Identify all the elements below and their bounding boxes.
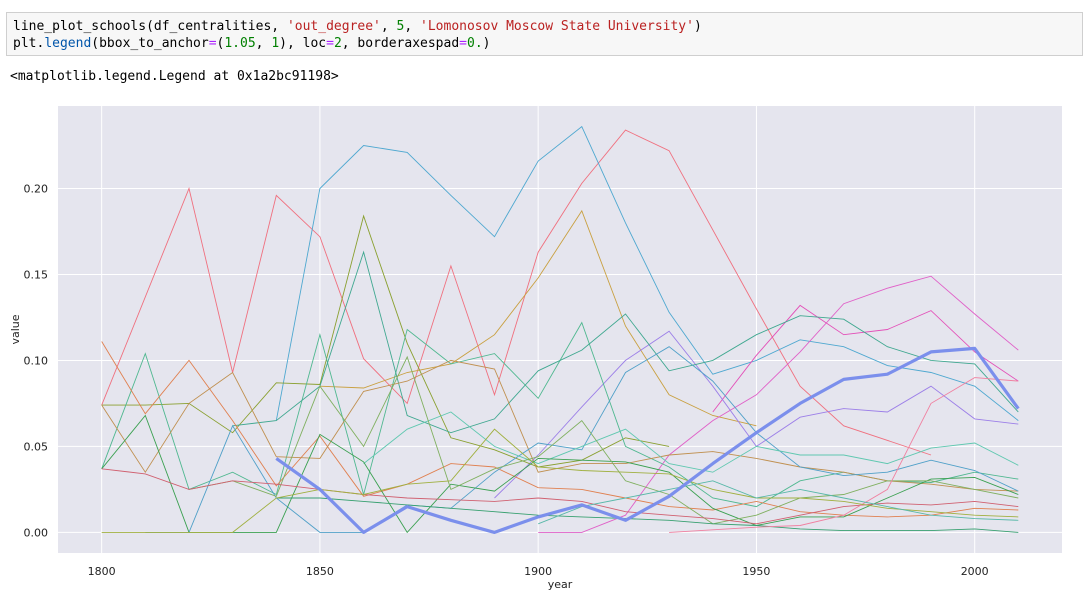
code-text: , (404, 19, 421, 34)
series-line (276, 497, 1019, 533)
series-line (101, 428, 1019, 533)
line-chart: 1800 1850 1900 1950 2000 0.00 0.05 0.10 0.15 0.20… (9, 106, 1062, 591)
operator: = (326, 36, 334, 51)
y-tick-label: 0.15 (24, 268, 49, 281)
code-text: (df_centralities, (146, 19, 287, 34)
string-literal: 'Lomonosov Moscow State University' (420, 19, 694, 34)
code-text: ), loc (279, 36, 327, 51)
string-literal: 'out_degree' (286, 19, 381, 34)
operator: = (459, 36, 467, 51)
number-literal: 1 (271, 36, 280, 51)
number-literal: 1.05 (224, 36, 256, 51)
highlight-series-line (275, 346, 1020, 534)
code-input-cell[interactable]: line_plot_schools(df_centralities, 'out_… (6, 12, 1083, 56)
code-text: ) (482, 36, 491, 51)
x-tick-label: 1950 (742, 565, 770, 578)
code-text: plt. (13, 36, 45, 51)
x-tick-label: 1850 (306, 565, 334, 578)
plot-background (58, 106, 1062, 553)
x-tick-label: 2000 (961, 565, 989, 578)
y-axis-label: value (9, 314, 22, 344)
code-text: , borderaxespad (341, 36, 460, 51)
number-literal: 5 (396, 19, 405, 34)
series-line (101, 341, 1019, 518)
code-text: ( (216, 36, 225, 51)
x-tick-label: 1900 (524, 565, 552, 578)
series-line (101, 129, 932, 456)
series-line (363, 411, 1019, 473)
y-tick-label: 0.10 (24, 354, 49, 367)
y-tick-label: 0.00 (24, 526, 49, 539)
code-text: (bbox_to_anchor (91, 36, 209, 51)
function-call-name: line_plot_schools (13, 19, 147, 34)
number-literal: 0. (467, 36, 483, 51)
series-line (275, 125, 1019, 421)
series-line (232, 250, 1019, 434)
series-line (101, 214, 670, 468)
x-tick-label: 1800 (88, 565, 116, 578)
x-axis-label: year (548, 578, 573, 591)
series-line (712, 304, 1019, 413)
series-line (538, 480, 1019, 525)
series-line (319, 209, 757, 427)
operator: = (208, 36, 217, 51)
series-line (145, 346, 1019, 533)
cell-output-text: <matplotlib.legend.Legend at 0x1a2bc9119… (10, 69, 339, 84)
y-tick-label: 0.20 (24, 183, 49, 196)
function-call-name: legend (44, 36, 92, 51)
code-text: ) (693, 19, 702, 34)
y-tick-label: 0.05 (24, 440, 49, 453)
code-text: , (255, 36, 272, 51)
code-text: , (380, 19, 397, 34)
number-literal: 2 (333, 36, 342, 51)
series-line (101, 414, 1019, 534)
series-line (188, 355, 1019, 525)
series-line (101, 359, 1019, 492)
